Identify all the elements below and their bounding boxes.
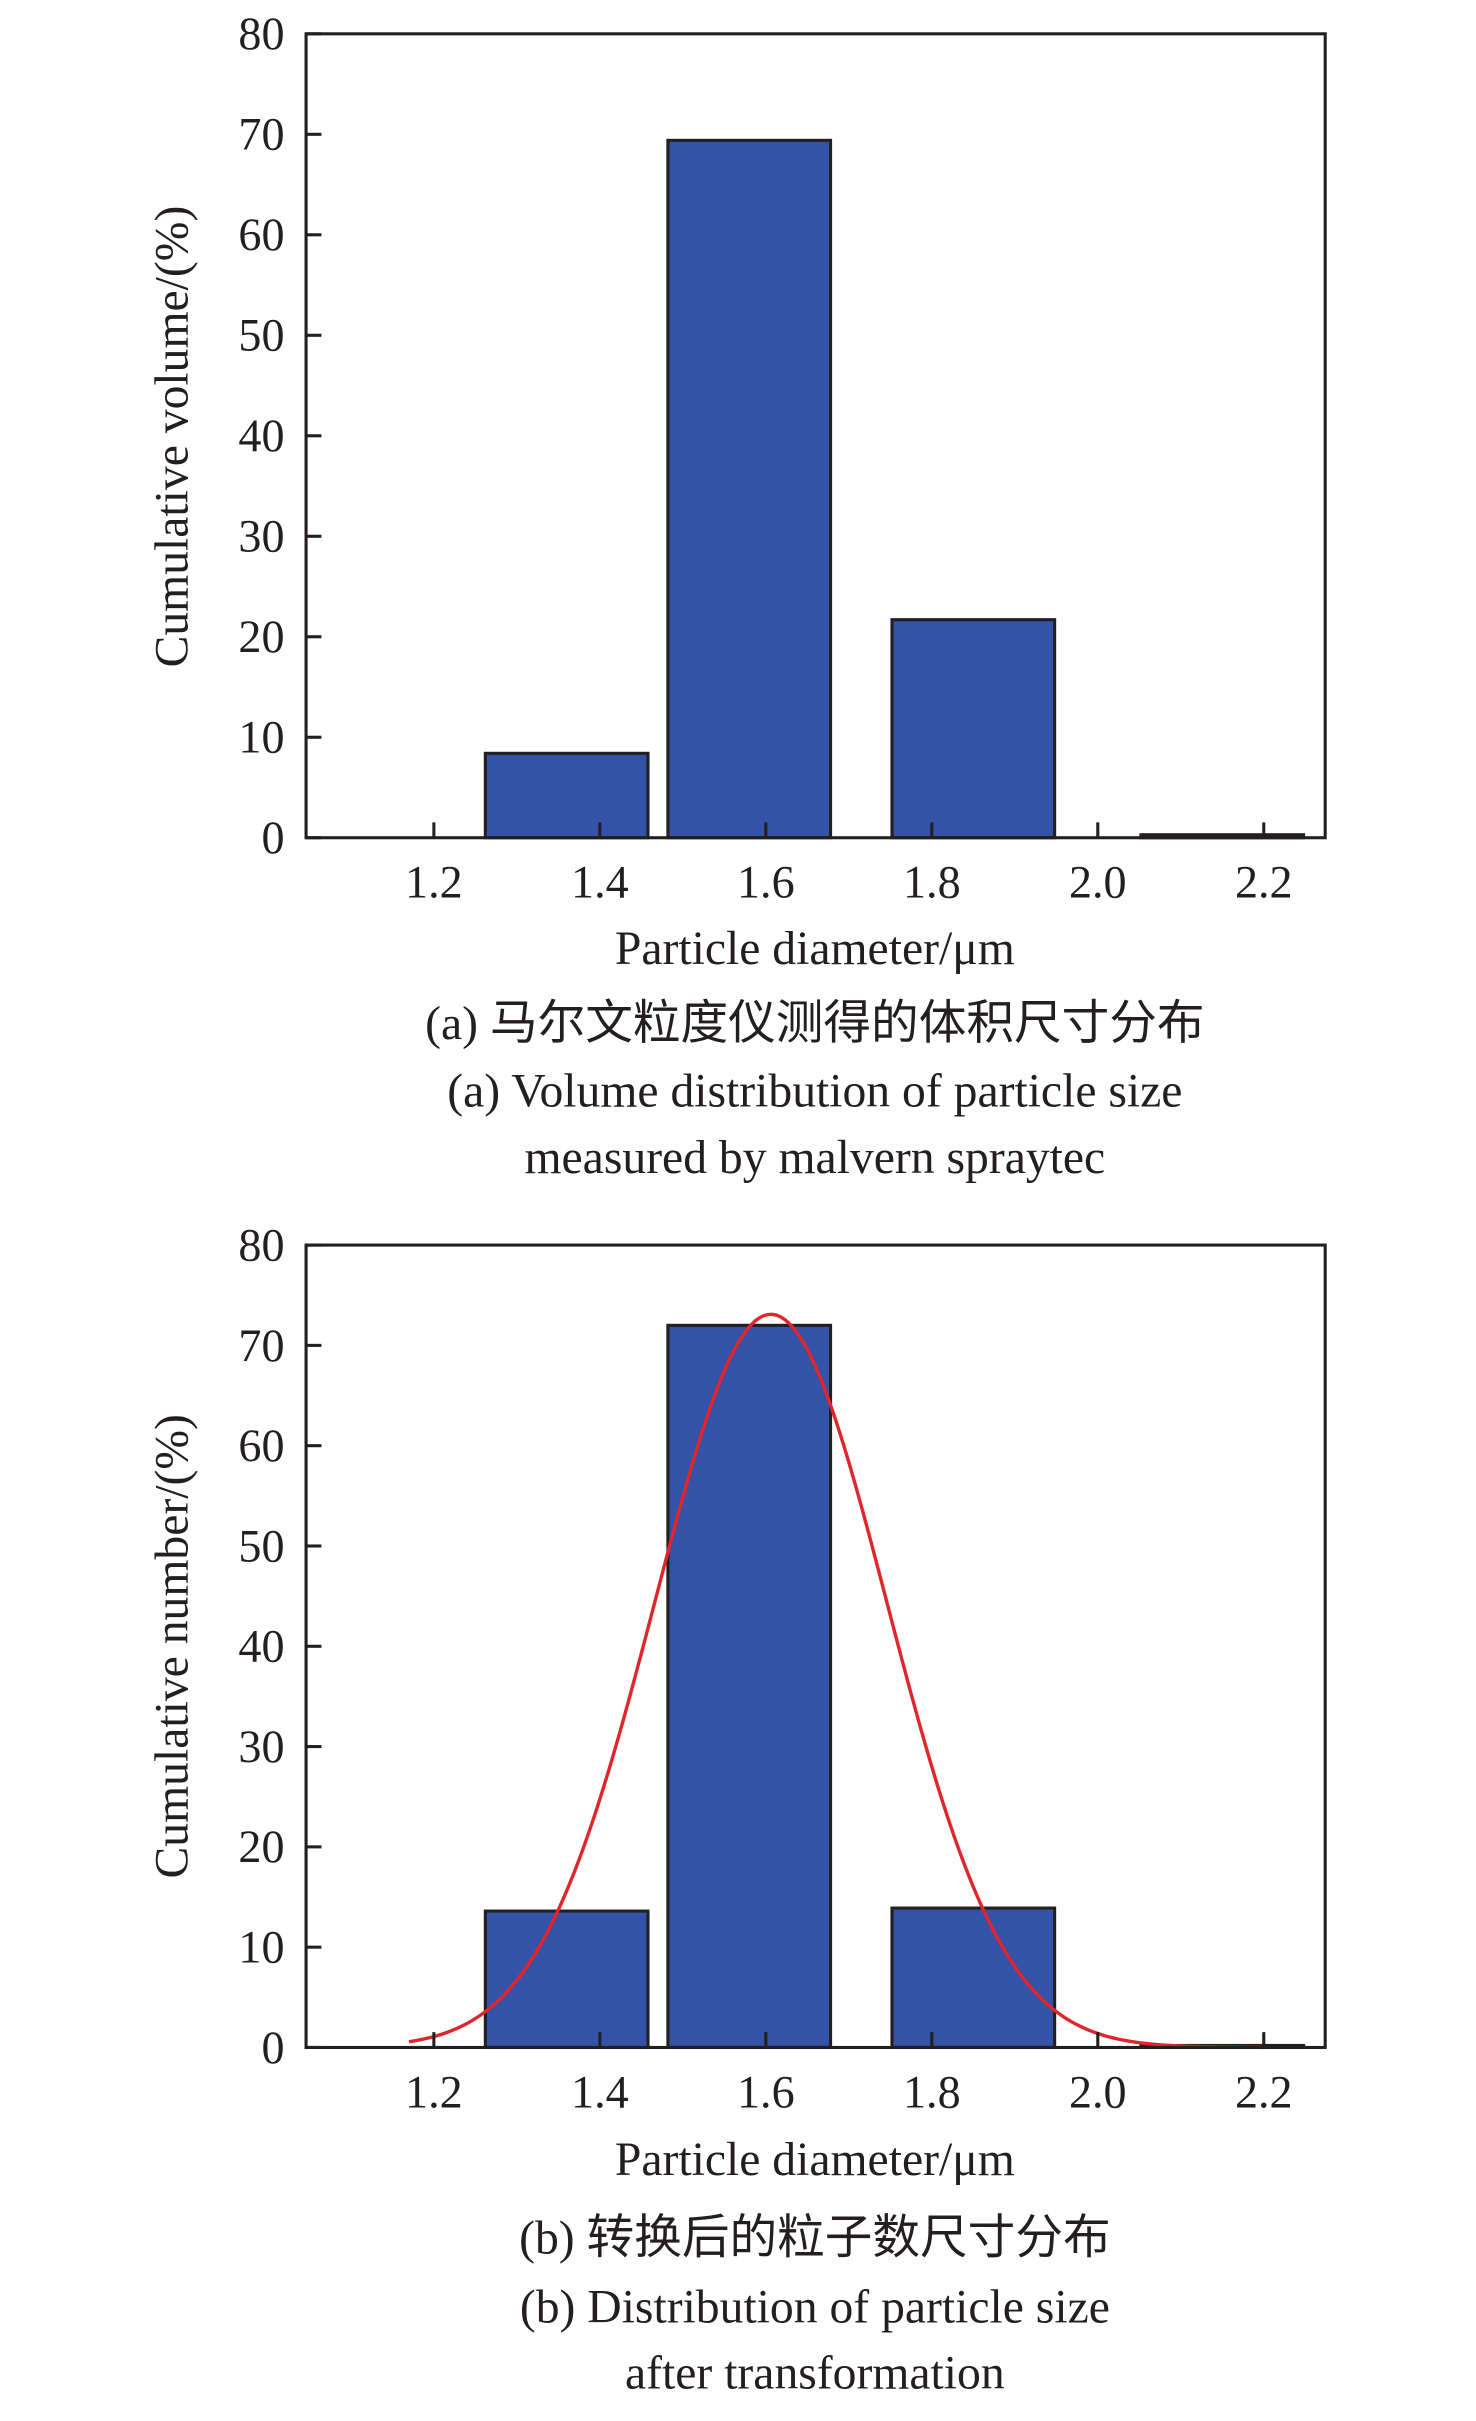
y-tick-label: 40 — [238, 1621, 284, 1672]
y-tick-label: 0 — [261, 2022, 284, 2073]
chart-panel-a: 0 10 20 30 40 50 60 70 80 1.2 1.4 1.6 1.8 2.0 2.2 Cumu… — [147, 8, 1327, 1184]
x-tick-label: 2.2 — [1235, 857, 1293, 908]
x-tick-label: 1.4 — [571, 857, 629, 908]
y-tick-label: 30 — [238, 511, 284, 562]
bars-a — [483, 138, 1306, 840]
chart-panel-b: 0 10 20 30 40 50 60 70 80 1.2 1.4 1.6 1.8 2.0 2.2 Cumu… — [147, 1219, 1327, 2400]
y-tick-label: 70 — [238, 109, 284, 160]
y-tick-label: 10 — [238, 1922, 284, 1973]
x-tick-label: 2.2 — [1235, 2066, 1293, 2117]
x-tick-label: 1.6 — [737, 2066, 795, 2117]
y-tick-label: 40 — [238, 410, 284, 461]
y-tick-label: 0 — [261, 812, 284, 863]
x-tick-label: 2.0 — [1069, 2066, 1127, 2117]
ticks-a: 0 10 20 30 40 50 60 70 80 1.2 1.4 1.6 1.8 2.0 2.2 — [238, 8, 1292, 908]
y-tick-label: 60 — [238, 1420, 284, 1471]
y-tick-label: 80 — [238, 8, 284, 59]
x-tick-label: 1.8 — [903, 857, 961, 908]
gaussian-fit-curve — [408, 1312, 1264, 2050]
x-tick-label: 2.0 — [1069, 857, 1127, 908]
y-tick-label: 20 — [238, 1821, 284, 1872]
y-tick-label: 60 — [238, 209, 284, 260]
caption-a-en-1: (a) Volume distribution of particle size — [447, 1066, 1182, 1118]
caption-b-zh: (b) 转换后的粒子数尺寸分布 — [519, 2212, 1111, 2264]
y-tick-label: 10 — [238, 712, 284, 763]
y-tick-label: 30 — [238, 1721, 284, 1772]
y-axis-label-a: Cumulative volume/(%) — [147, 206, 199, 668]
y-tick-label: 20 — [238, 611, 284, 662]
caption-b-en-1: (b) Distribution of particle size — [520, 2282, 1110, 2334]
x-tick-label: 1.6 — [737, 857, 795, 908]
bars-b — [408, 1312, 1306, 2050]
x-axis-label-a: Particle diameter/μm — [615, 923, 1015, 975]
bar-b-1 — [666, 1323, 833, 2050]
caption-a-zh: (a) 马尔文粒度仪测得的体积尺寸分布 — [425, 998, 1204, 1050]
x-tick-label: 1.2 — [405, 857, 463, 908]
bar-a-1 — [666, 138, 833, 840]
y-tick-label: 50 — [238, 310, 284, 361]
caption-b-en-2: after transformation — [625, 2348, 1005, 2400]
bar-b-2 — [890, 1906, 1057, 2050]
x-tick-label: 1.8 — [903, 2066, 961, 2117]
y-tick-label: 50 — [238, 1520, 284, 1571]
y-axis-label-b: Cumulative number/(%) — [147, 1414, 199, 1878]
bar-a-2 — [890, 618, 1057, 840]
bar-a-0 — [483, 751, 650, 840]
caption-a-en-2: measured by malvern spraytec — [524, 1132, 1105, 1184]
y-tick-label: 80 — [238, 1219, 284, 1270]
x-tick-label: 1.4 — [571, 2066, 629, 2117]
y-tick-label: 70 — [238, 1320, 284, 1371]
x-axis-label-b: Particle diameter/μm — [615, 2134, 1015, 2186]
ticks-b: 0 10 20 30 40 50 60 70 80 1.2 1.4 1.6 1.8 2.0 2.2 — [238, 1219, 1292, 2117]
x-tick-label: 1.2 — [405, 2066, 463, 2117]
bar-b-0 — [483, 1909, 650, 2050]
